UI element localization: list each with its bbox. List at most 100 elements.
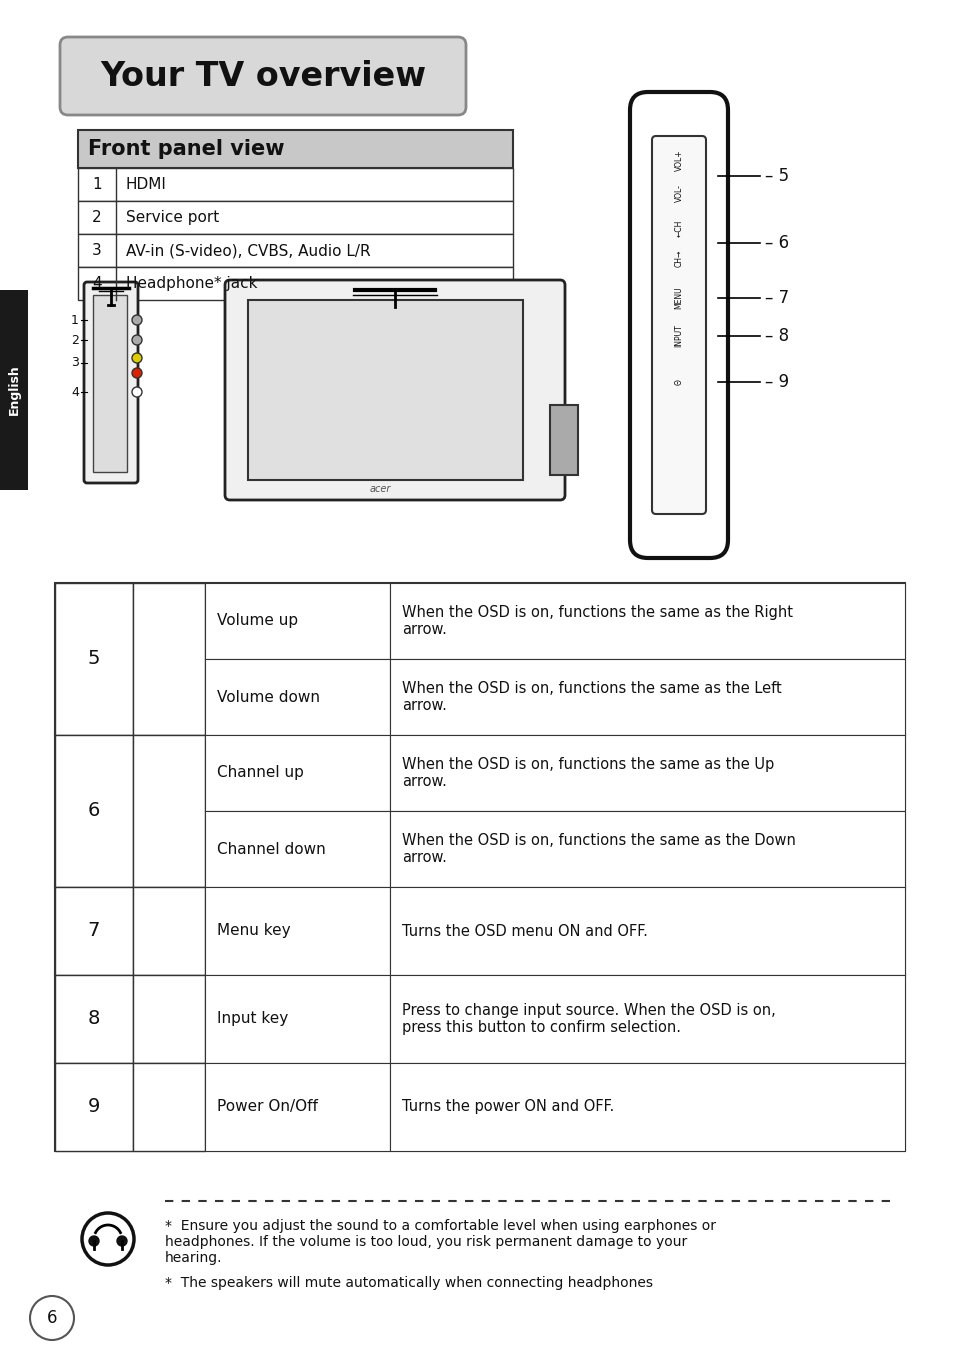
Bar [78,234,513,267]
Text: Channel down: Channel down [216,841,325,857]
Bar [132,584,205,735]
Circle shape [132,334,142,345]
Circle shape [30,1296,74,1340]
Text: Turns the power ON and OFF.: Turns the power ON and OFF. [401,1099,614,1114]
Text: Channel up: Channel up [216,765,304,780]
Text: Menu key: Menu key [216,923,291,938]
Circle shape [117,1236,127,1246]
Text: HDMI: HDMI [126,177,167,192]
Bar [55,1063,132,1151]
Bar [390,887,904,975]
Text: When the OSD is on, functions the same as the Up
arrow.: When the OSD is on, functions the same a… [401,757,774,789]
Bar [0,290,28,490]
Bar [55,735,904,887]
Text: Volume up: Volume up [216,613,297,628]
Text: 9: 9 [88,1098,100,1117]
Text: 4: 4 [92,276,102,291]
Bar [132,735,205,887]
Bar [78,267,513,301]
Text: Press to change input source. When the OSD is on,
press this button to confirm s: Press to change input source. When the O… [401,1003,775,1036]
Bar [132,887,205,975]
FancyBboxPatch shape [161,902,176,960]
Text: VOL-: VOL- [674,184,682,202]
Bar [205,584,390,659]
Text: *  The speakers will mute automatically when connecting headphones: * The speakers will mute automatically w… [165,1275,652,1290]
Text: English: English [8,364,20,416]
Bar [550,405,578,475]
Text: 2: 2 [71,333,79,347]
Bar [55,735,132,887]
Text: Input key: Input key [216,1011,288,1026]
Text: Front panel view: Front panel view [88,139,284,158]
FancyBboxPatch shape [84,282,138,483]
Text: 1: 1 [92,177,102,192]
FancyBboxPatch shape [60,37,465,115]
Text: 2: 2 [92,210,102,225]
Text: When the OSD is on, functions the same as the Right
arrow.: When the OSD is on, functions the same a… [401,605,792,638]
FancyBboxPatch shape [153,781,168,841]
FancyBboxPatch shape [629,92,727,558]
FancyBboxPatch shape [171,630,184,688]
Bar [78,200,513,234]
Text: 3: 3 [92,242,102,259]
Text: – 9: – 9 [764,372,788,391]
Text: 1: 1 [71,314,79,326]
Text: *  Ensure you adjust the sound to a comfortable level when using earphones or
he: * Ensure you adjust the sound to a comfo… [165,1219,716,1266]
Text: Volume down: Volume down [216,689,319,704]
Text: 3: 3 [71,356,79,370]
Text: When the OSD is on, functions the same as the Down
arrow.: When the OSD is on, functions the same a… [401,833,795,865]
Bar [205,811,390,887]
Bar [132,1063,205,1151]
Circle shape [89,1236,99,1246]
FancyBboxPatch shape [171,781,184,841]
Bar [205,1063,390,1151]
Bar [92,295,127,473]
Bar [205,659,390,735]
Text: – 5: – 5 [764,167,788,185]
Text: – 7: – 7 [764,288,788,307]
FancyBboxPatch shape [153,630,168,688]
FancyBboxPatch shape [651,135,705,515]
Bar [205,975,390,1063]
Circle shape [132,387,142,397]
Text: Power On/Off: Power On/Off [216,1099,317,1114]
Bar [205,887,390,975]
FancyBboxPatch shape [225,280,564,500]
Circle shape [132,315,142,325]
Bar [55,584,132,735]
Text: 7: 7 [88,922,100,941]
Text: 4: 4 [71,386,79,398]
Bar [55,1063,904,1151]
Text: Headphone* jack: Headphone* jack [126,276,257,291]
Text: 6: 6 [88,802,100,821]
Circle shape [132,368,142,378]
Text: MENU: MENU [674,287,682,309]
Bar [55,975,132,1063]
Bar [55,975,904,1063]
Circle shape [132,353,142,363]
Bar [55,887,904,975]
Text: – 8: – 8 [764,328,788,345]
Bar [248,301,522,481]
Bar [390,1063,904,1151]
Text: INPUT: INPUT [674,325,682,348]
Text: When the OSD is on, functions the same as the Left
arrow.: When the OSD is on, functions the same a… [401,681,781,714]
FancyBboxPatch shape [161,990,176,1048]
Text: – 6: – 6 [764,234,788,252]
Bar [132,975,205,1063]
Bar [390,659,904,735]
FancyBboxPatch shape [161,1078,176,1136]
Text: 8: 8 [88,1010,100,1029]
Text: ←CH: ←CH [674,219,682,237]
Text: Service port: Service port [126,210,219,225]
Bar [205,735,390,811]
Text: VOL+: VOL+ [674,149,682,171]
Bar [390,811,904,887]
Bar [390,975,904,1063]
Text: CH→: CH→ [674,249,682,267]
Text: AV-in (S-video), CVBS, Audio L/R: AV-in (S-video), CVBS, Audio L/R [126,242,370,259]
Text: Turns the OSD menu ON and OFF.: Turns the OSD menu ON and OFF. [401,923,647,938]
Circle shape [82,1213,133,1265]
Bar [55,887,132,975]
Text: acer: acer [369,483,391,494]
